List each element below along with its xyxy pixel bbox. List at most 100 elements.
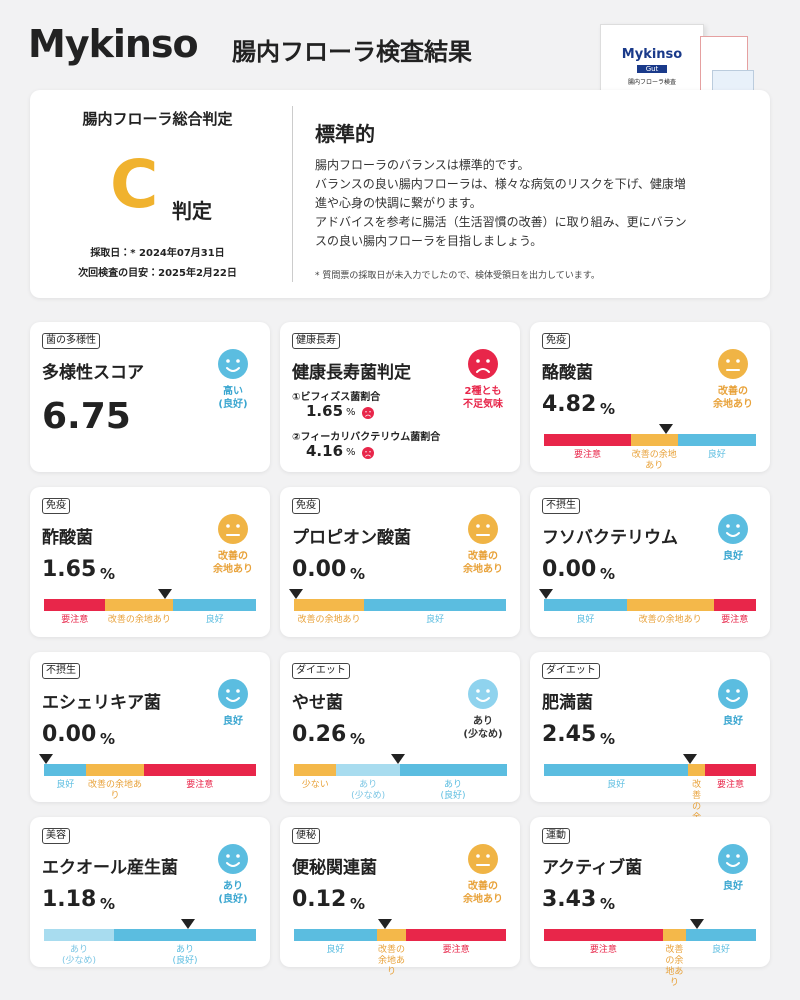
face-part (486, 524, 490, 528)
category-tag: 不摂生 (542, 498, 580, 514)
face-part (736, 359, 740, 363)
face-part (476, 697, 490, 702)
face-part (718, 514, 748, 544)
unit: % (100, 730, 116, 748)
gauge-label: あり (359, 780, 378, 790)
gauge-segment (113, 929, 257, 941)
category-tag: 健康長寿 (292, 333, 340, 349)
category-tag: 美容 (42, 828, 70, 844)
face-part (736, 689, 740, 693)
gauge-segment (363, 599, 507, 611)
gauge-label: 要注意 (573, 450, 601, 460)
face-part (476, 359, 480, 363)
gauge-segment (688, 764, 706, 776)
result-card: 菌の多様性 多様性スコア 高い (良好) 6.75 (30, 322, 270, 472)
category-tag: ダイエット (542, 663, 600, 679)
face-part (226, 367, 240, 372)
logo: Mykinso (28, 22, 199, 66)
status-face (218, 349, 248, 379)
face-part (365, 411, 367, 413)
description-line: アドバイスを参考に腸活（生活習慣の改善）に取り組み、更にバラン (315, 215, 687, 229)
package-brand: Mykinso (621, 47, 683, 62)
face-part (365, 454, 371, 457)
gauge-label: あり (69, 945, 88, 955)
face-part (476, 524, 480, 528)
status-face (468, 679, 498, 709)
result-card: 不摂生 フソバクテリウム 良好 0.00% 良好 改善の余地あり 要注意 (530, 487, 770, 637)
next-test: 次回検査の目安：2025年2月22日 (78, 268, 237, 279)
gauge-label: 改善の余地あり (665, 945, 684, 988)
status-text: 余地あり (463, 564, 503, 575)
gauge-label: 少ない (301, 780, 329, 790)
value: 2.45 (542, 722, 597, 747)
grade-suffix: 判定 (172, 199, 212, 223)
gauge-segment (173, 599, 257, 611)
gauge-marker (658, 424, 673, 434)
gauge-marker (157, 589, 172, 599)
package-caption: 腸内フローラ検査 (627, 79, 676, 86)
status-text: (良好) (218, 399, 248, 410)
face-part (718, 679, 748, 709)
face-part (369, 411, 371, 413)
face-part (226, 524, 230, 528)
gauge-label: 良好 (326, 945, 345, 955)
gauge-label: 改善の余地あり (378, 945, 406, 977)
result-card: 免疫 プロピオン酸菌 改善の 余地あり 0.00% 改善の余地あり 良好 (280, 487, 520, 637)
unit: % (350, 730, 366, 748)
grade: C (110, 146, 159, 223)
gauge-marker (181, 919, 196, 929)
face-part (476, 689, 480, 693)
status-text: 余地あり (463, 894, 503, 905)
description-line: スの良い腸内フローラを目指しましょう。 (315, 234, 543, 248)
gauge-marker (390, 754, 405, 764)
gauge-marker (683, 754, 698, 764)
category-tag: 免疫 (542, 333, 570, 349)
face-part (726, 359, 730, 363)
gauge-label: 改善の余地あり (638, 615, 702, 625)
gauge-segment (44, 599, 106, 611)
summary-label: 腸内フローラ総合判定 (82, 110, 233, 128)
face-part (736, 524, 740, 528)
status-text: 余地あり (213, 564, 253, 575)
gauge-label: 良好 (576, 615, 595, 625)
face-part (369, 451, 371, 453)
gauge-marker (689, 919, 704, 929)
gauge-segment (544, 929, 664, 941)
summary-note: * 質問票の採取日が未入力でしたので、検体受領日を出力しています。 (315, 271, 600, 281)
status-text: 良好 (723, 551, 743, 562)
face-part (365, 451, 367, 453)
card-title: やせ菌 (292, 693, 343, 713)
value: 3.43 (542, 887, 597, 912)
face-part (226, 697, 240, 702)
face-part (236, 689, 240, 693)
face-part (236, 854, 240, 858)
gauge-label: 要注意 (721, 615, 749, 625)
gauge-segment (630, 434, 679, 446)
face-part (718, 349, 748, 379)
gauge-segment (677, 434, 757, 446)
status-text: 2種とも (464, 386, 502, 397)
item-value: 4.16 (306, 442, 344, 460)
unit: % (600, 400, 616, 418)
result-card: 免疫 酪酸菌 改善の 余地あり 4.82% 要注意 改善の余地あり 良好 (530, 322, 770, 472)
description-line: 進や心身の快調に繋がります。 (315, 196, 482, 210)
gauge-segment (376, 929, 407, 941)
gauge-segment (294, 599, 365, 611)
result-card: 健康長寿 健康長寿菌判定 2種とも 不足気味 ①ビフィズス菌割合 1.65% ②フィーカリバ… (280, 322, 520, 472)
status-text: 改善の (468, 551, 498, 562)
face-part (226, 359, 230, 363)
gauge-segment (705, 764, 757, 776)
gauge-segment (406, 929, 507, 941)
face-part (362, 407, 374, 419)
gauge-label: 要注意 (442, 945, 470, 955)
status-face (468, 844, 498, 874)
category-tag: 運動 (542, 828, 570, 844)
gauge-segment (44, 764, 87, 776)
face-part (218, 679, 248, 709)
gauge-segment (143, 764, 257, 776)
status-text: 高い (223, 386, 243, 397)
gauge-label: 良好 (607, 780, 626, 790)
result-card: ダイエット やせ菌 あり (少なめ) 0.26% 少ない あり (少なめ) あり (良好) (280, 652, 520, 802)
gauge-label: 要注意 (186, 780, 214, 790)
